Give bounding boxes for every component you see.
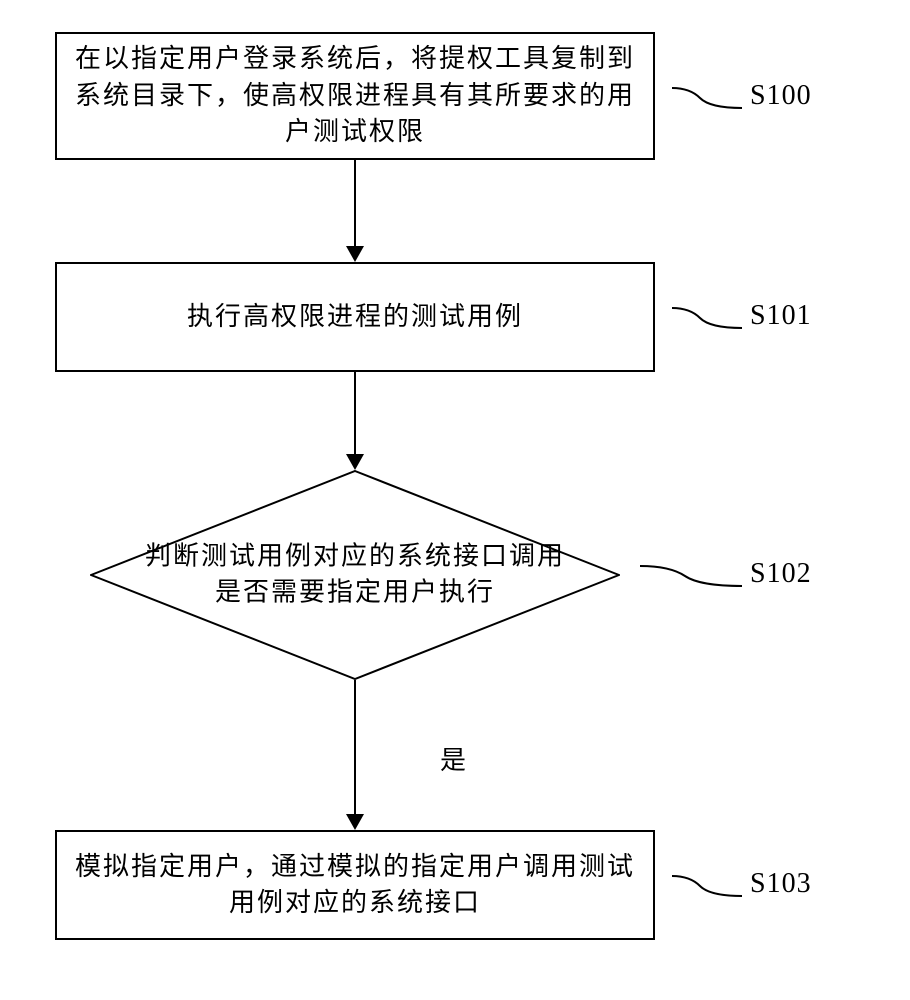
step-s100-box: 在以指定用户登录系统后，将提权工具复制到系统目录下，使高权限进程具有其所要求的用… <box>55 32 655 160</box>
step-s103-label: S103 <box>750 868 812 900</box>
step-s100-label: S100 <box>750 80 812 112</box>
step-s103-text: 模拟指定用户，通过模拟的指定用户调用测试用例对应的系统接口 <box>69 849 641 922</box>
step-s103-box: 模拟指定用户，通过模拟的指定用户调用测试用例对应的系统接口 <box>55 830 655 940</box>
step-s101-label: S101 <box>750 300 812 332</box>
step-s101-text: 执行高权限进程的测试用例 <box>187 299 523 335</box>
label-curve-s100 <box>672 78 742 118</box>
arrow-s102-s103-line <box>354 680 356 814</box>
arrow-s101-s102-line <box>354 372 356 454</box>
edge-yes-label: 是 <box>440 740 466 777</box>
arrow-s100-s101-line <box>354 160 356 246</box>
step-s102-diamond: 判断测试用例对应的系统接口调用是否需要指定用户执行 <box>90 470 620 680</box>
step-s100-text: 在以指定用户登录系统后，将提权工具复制到系统目录下，使高权限进程具有其所要求的用… <box>69 41 641 150</box>
step-s102-text: 判断测试用例对应的系统接口调用是否需要指定用户执行 <box>143 539 567 612</box>
step-s101-box: 执行高权限进程的测试用例 <box>55 262 655 372</box>
step-s102-label: S102 <box>750 558 812 590</box>
label-curve-s103 <box>672 866 742 906</box>
arrow-s101-s102-head <box>346 454 364 470</box>
label-curve-s101 <box>672 298 742 338</box>
arrow-s102-s103-head <box>346 814 364 830</box>
arrow-s100-s101-head <box>346 246 364 262</box>
label-curve-s102 <box>640 556 742 596</box>
